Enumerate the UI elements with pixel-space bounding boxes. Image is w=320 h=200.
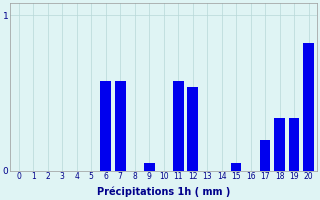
Bar xyxy=(144,163,155,171)
X-axis label: Précipitations 1h ( mm ): Précipitations 1h ( mm ) xyxy=(97,187,230,197)
Bar xyxy=(303,43,314,171)
Bar xyxy=(274,118,285,171)
Bar xyxy=(115,81,125,171)
Bar xyxy=(289,118,300,171)
Bar xyxy=(100,81,111,171)
Bar xyxy=(231,163,242,171)
Bar xyxy=(260,140,270,171)
Bar xyxy=(187,87,198,171)
Bar xyxy=(172,81,183,171)
